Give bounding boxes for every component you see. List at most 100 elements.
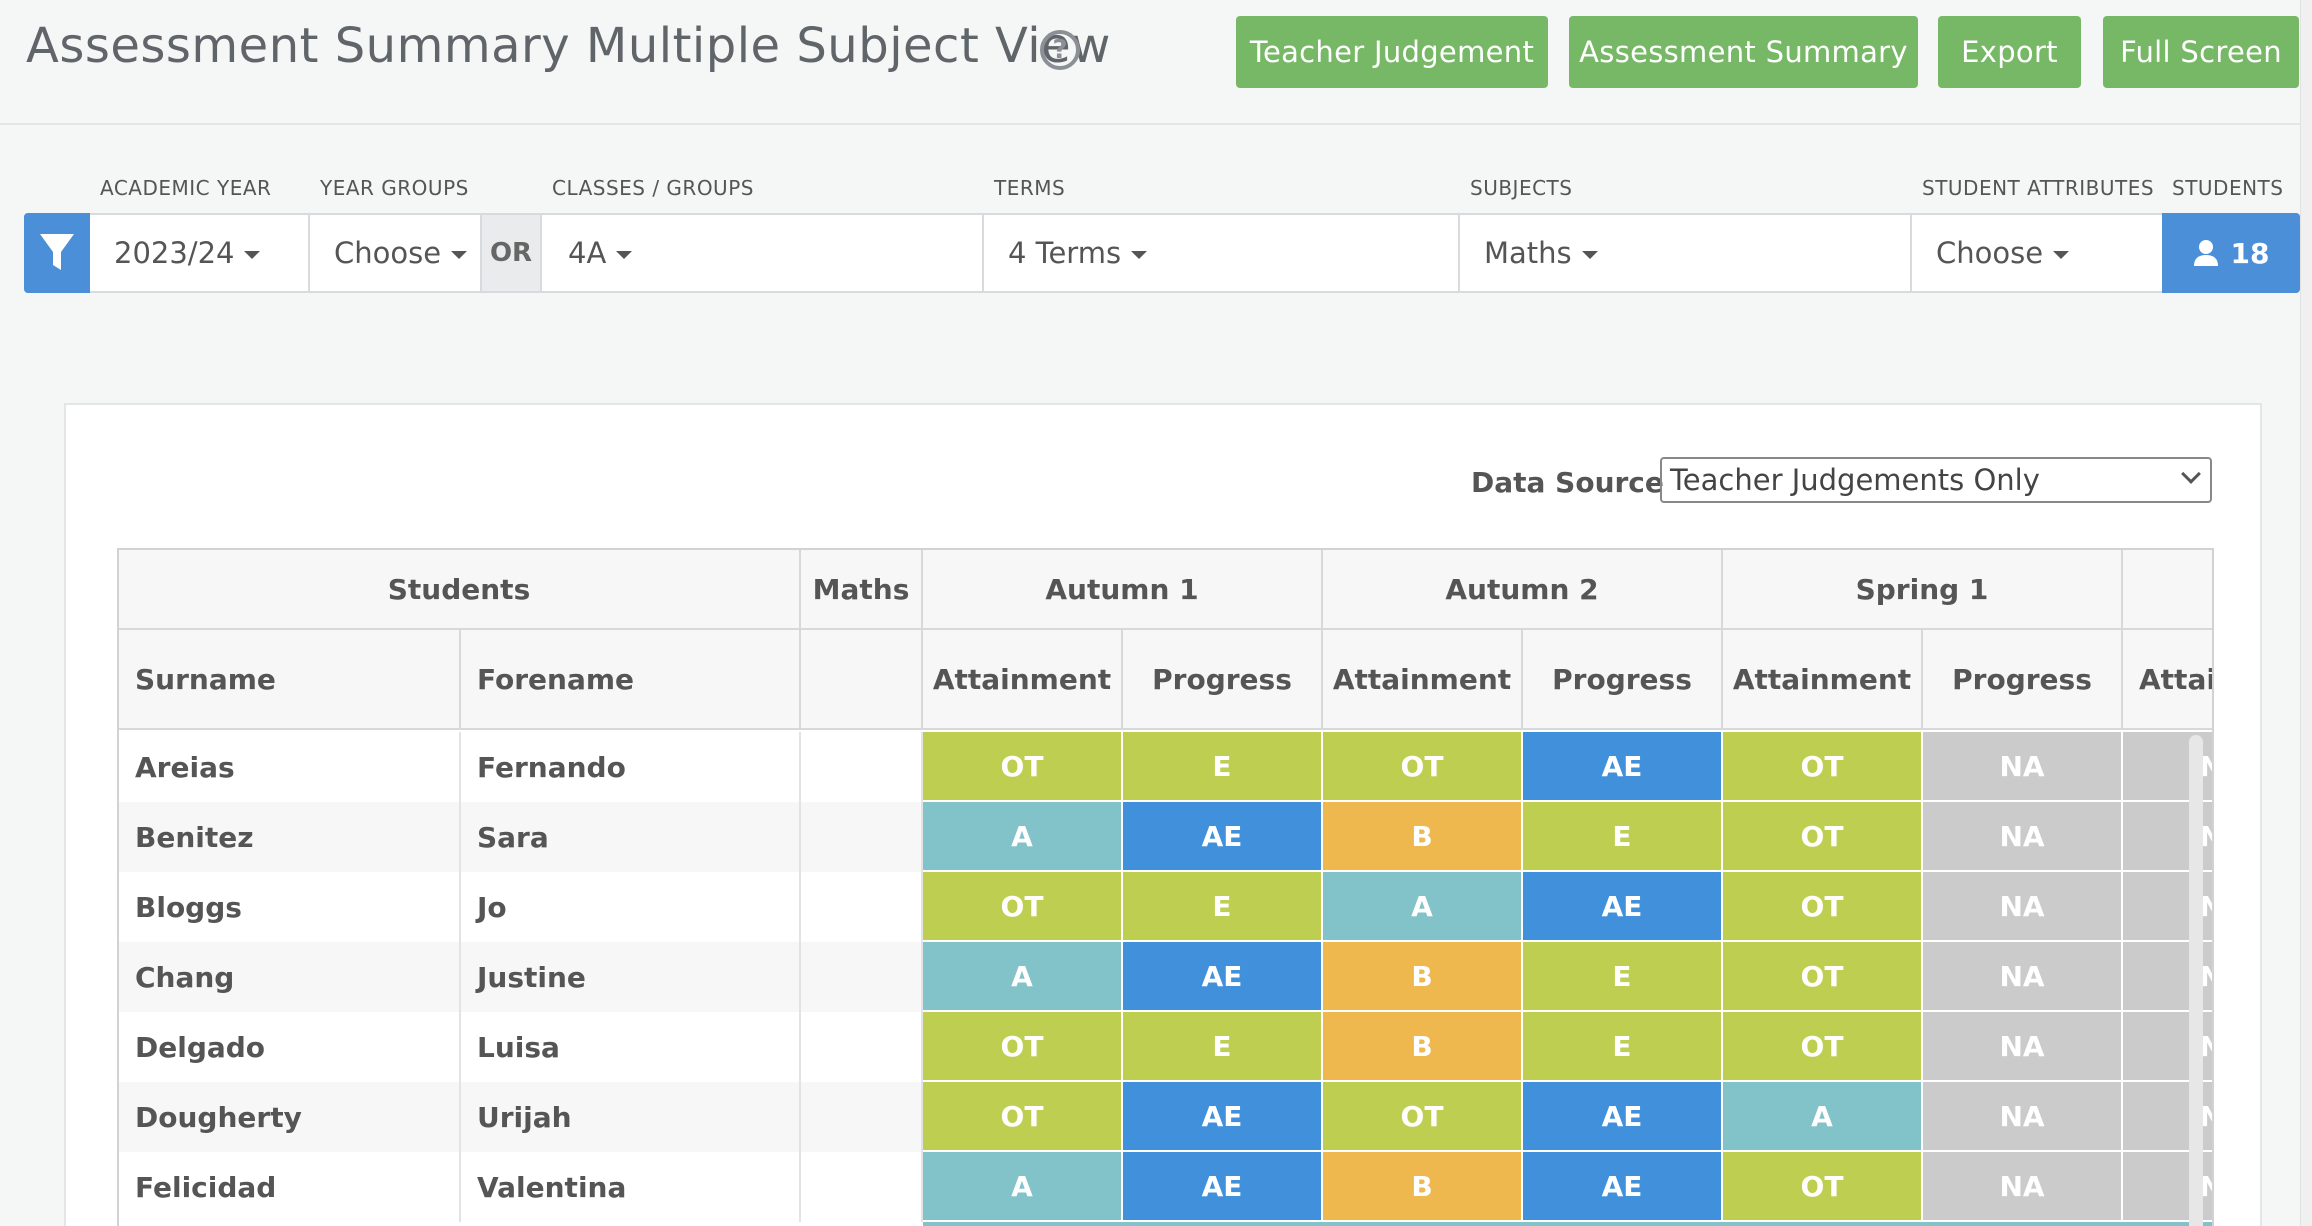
question-circle-icon[interactable]: ? xyxy=(1040,30,1080,70)
export-button[interactable]: Export xyxy=(1938,16,2081,88)
grade-cell[interactable]: OT xyxy=(1723,802,1923,872)
students-group-header: Students xyxy=(119,550,801,630)
grade-cell[interactable]: NA xyxy=(1923,1152,2123,1222)
caret-down-icon xyxy=(451,251,468,259)
classes-groups-dropdown[interactable]: 4A xyxy=(544,215,984,291)
caret-down-icon xyxy=(244,251,261,259)
student-attributes-dropdown[interactable]: Choose xyxy=(1912,215,2162,291)
grade-cell[interactable]: OT xyxy=(923,732,1123,802)
filter-icon[interactable] xyxy=(24,213,90,293)
maths-column-header xyxy=(801,630,923,730)
grade-cell[interactable]: AE xyxy=(1523,1152,1723,1222)
year-groups-label: YEAR GROUPS xyxy=(320,176,469,200)
chevron-down-icon xyxy=(2181,464,2201,484)
grade-cell[interactable]: AE xyxy=(1523,872,1723,942)
grade-cell[interactable]: B xyxy=(1323,1012,1523,1082)
autumn1-group-header: Autumn 1 xyxy=(923,550,1323,630)
grade-cell[interactable]: E xyxy=(1523,802,1723,872)
surname-cell: Benitez xyxy=(119,802,461,872)
academic-year-dropdown[interactable]: 2023/24 xyxy=(90,215,310,291)
grade-cell[interactable]: A xyxy=(923,942,1123,1012)
spring1-attainment-header: Attainment xyxy=(1723,630,1923,730)
year-groups-dropdown[interactable]: Choose xyxy=(310,215,482,291)
grade-cell[interactable]: AE xyxy=(1123,802,1323,872)
grade-cell[interactable]: OT xyxy=(1723,1152,1923,1222)
grade-cell[interactable]: AE xyxy=(1523,1082,1723,1152)
students-count-button[interactable]: 18 xyxy=(2162,213,2300,293)
academic-year-value: 2023/24 xyxy=(114,236,235,270)
academic-year-label: ACADEMIC YEAR xyxy=(100,176,272,200)
surname-column-header[interactable]: Surname xyxy=(119,630,461,730)
grade-cell[interactable]: OT xyxy=(923,1082,1123,1152)
caret-down-icon xyxy=(2053,251,2070,259)
grade-cell[interactable]: B xyxy=(1323,942,1523,1012)
assessment-summary-button[interactable]: Assessment Summary xyxy=(1569,16,1918,88)
terms-dropdown[interactable]: 4 Terms xyxy=(984,215,1460,291)
classes-groups-value: 4A xyxy=(568,236,607,270)
table-row xyxy=(119,1082,923,1152)
year-groups-value: Choose xyxy=(334,236,442,270)
grade-cell[interactable]: OT xyxy=(1723,872,1923,942)
grade-cell[interactable]: E xyxy=(1123,732,1323,802)
caret-down-icon xyxy=(616,251,633,259)
grade-cell[interactable]: OT xyxy=(1723,1012,1923,1082)
grade-cell[interactable]: B xyxy=(1323,802,1523,872)
grade-cell[interactable]: E xyxy=(1523,1012,1723,1082)
assessment-table: Students Maths Autumn 1 Autumn 2 Spring … xyxy=(117,548,2214,1226)
page-title: Assessment Summary Multiple Subject View xyxy=(26,18,1111,74)
spring2-attainment-header: Attai xyxy=(2123,630,2212,730)
user-icon xyxy=(2193,240,2218,266)
caret-down-icon xyxy=(1131,251,1148,259)
grade-cell[interactable]: B xyxy=(1323,1152,1523,1222)
spring1-group-header: Spring 1 xyxy=(1723,550,2123,630)
data-source-select[interactable]: Teacher Judgements Only xyxy=(1660,457,2212,503)
grade-cell[interactable]: A xyxy=(923,1152,1123,1222)
forename-cell: Jo xyxy=(461,872,801,942)
grade-cell[interactable]: A xyxy=(1723,1082,1923,1152)
table-row xyxy=(119,732,923,802)
grade-cell[interactable]: AE xyxy=(1523,732,1723,802)
grade-cell[interactable]: A xyxy=(1323,872,1523,942)
grade-cell[interactable]: NA xyxy=(1923,1082,2123,1152)
grade-cell[interactable]: AE xyxy=(1123,1152,1323,1222)
grade-cell[interactable]: NA xyxy=(1923,732,2123,802)
autumn2-group-header: Autumn 2 xyxy=(1323,550,1723,630)
grade-cell[interactable]: A xyxy=(923,802,1123,872)
forename-column-header[interactable]: Forename xyxy=(461,630,801,730)
grade-cell[interactable]: AE xyxy=(1123,942,1323,1012)
grade-cell[interactable]: E xyxy=(1123,872,1323,942)
autumn1-attainment-header: Attainment xyxy=(923,630,1123,730)
grade-cell[interactable]: NA xyxy=(1923,802,2123,872)
grade-cell[interactable]: OT xyxy=(923,1012,1123,1082)
forename-cell: Fernando xyxy=(461,732,801,802)
grade-cell[interactable]: E xyxy=(1523,942,1723,1012)
teacher-judgement-button[interactable]: Teacher Judgement xyxy=(1236,16,1548,88)
autumn2-progress-header: Progress xyxy=(1523,630,1723,730)
grade-cell[interactable]: NA xyxy=(1923,872,2123,942)
page-scrollbar[interactable] xyxy=(2300,0,2312,1226)
grade-cell[interactable]: OT xyxy=(1323,1082,1523,1152)
grade-cell[interactable]: OT xyxy=(1723,732,1923,802)
grade-cell[interactable]: OT xyxy=(1323,732,1523,802)
summary-card: Data Source Teacher Judgements Only Stud… xyxy=(64,403,2262,1226)
grade-cell[interactable]: OT xyxy=(923,872,1123,942)
grade-cell[interactable]: E xyxy=(1123,1012,1323,1082)
surname-cell: Felicidad xyxy=(119,1152,461,1222)
grade-cell[interactable]: AE xyxy=(1123,1082,1323,1152)
table-row xyxy=(923,1222,2212,1226)
maths-cell xyxy=(801,942,923,1012)
surname-cell: Delgado xyxy=(119,1012,461,1082)
grade-cell[interactable]: NA xyxy=(1923,942,2123,1012)
subjects-dropdown[interactable]: Maths xyxy=(1460,215,1912,291)
full-screen-button[interactable]: Full Screen xyxy=(2103,16,2299,88)
grade-cell[interactable]: OT xyxy=(1723,942,1923,1012)
students-label: STUDENTS xyxy=(2172,176,2284,200)
filter-bar xyxy=(24,213,2300,293)
table-scrollbar[interactable] xyxy=(2189,735,2203,1226)
or-separator: OR xyxy=(482,215,542,291)
grade-cell[interactable]: NA xyxy=(1923,1012,2123,1082)
surname-cell: Areias xyxy=(119,732,461,802)
surname-cell: Chang xyxy=(119,942,461,1012)
students-count: 18 xyxy=(2230,236,2270,270)
forename-cell: Urijah xyxy=(461,1082,801,1152)
